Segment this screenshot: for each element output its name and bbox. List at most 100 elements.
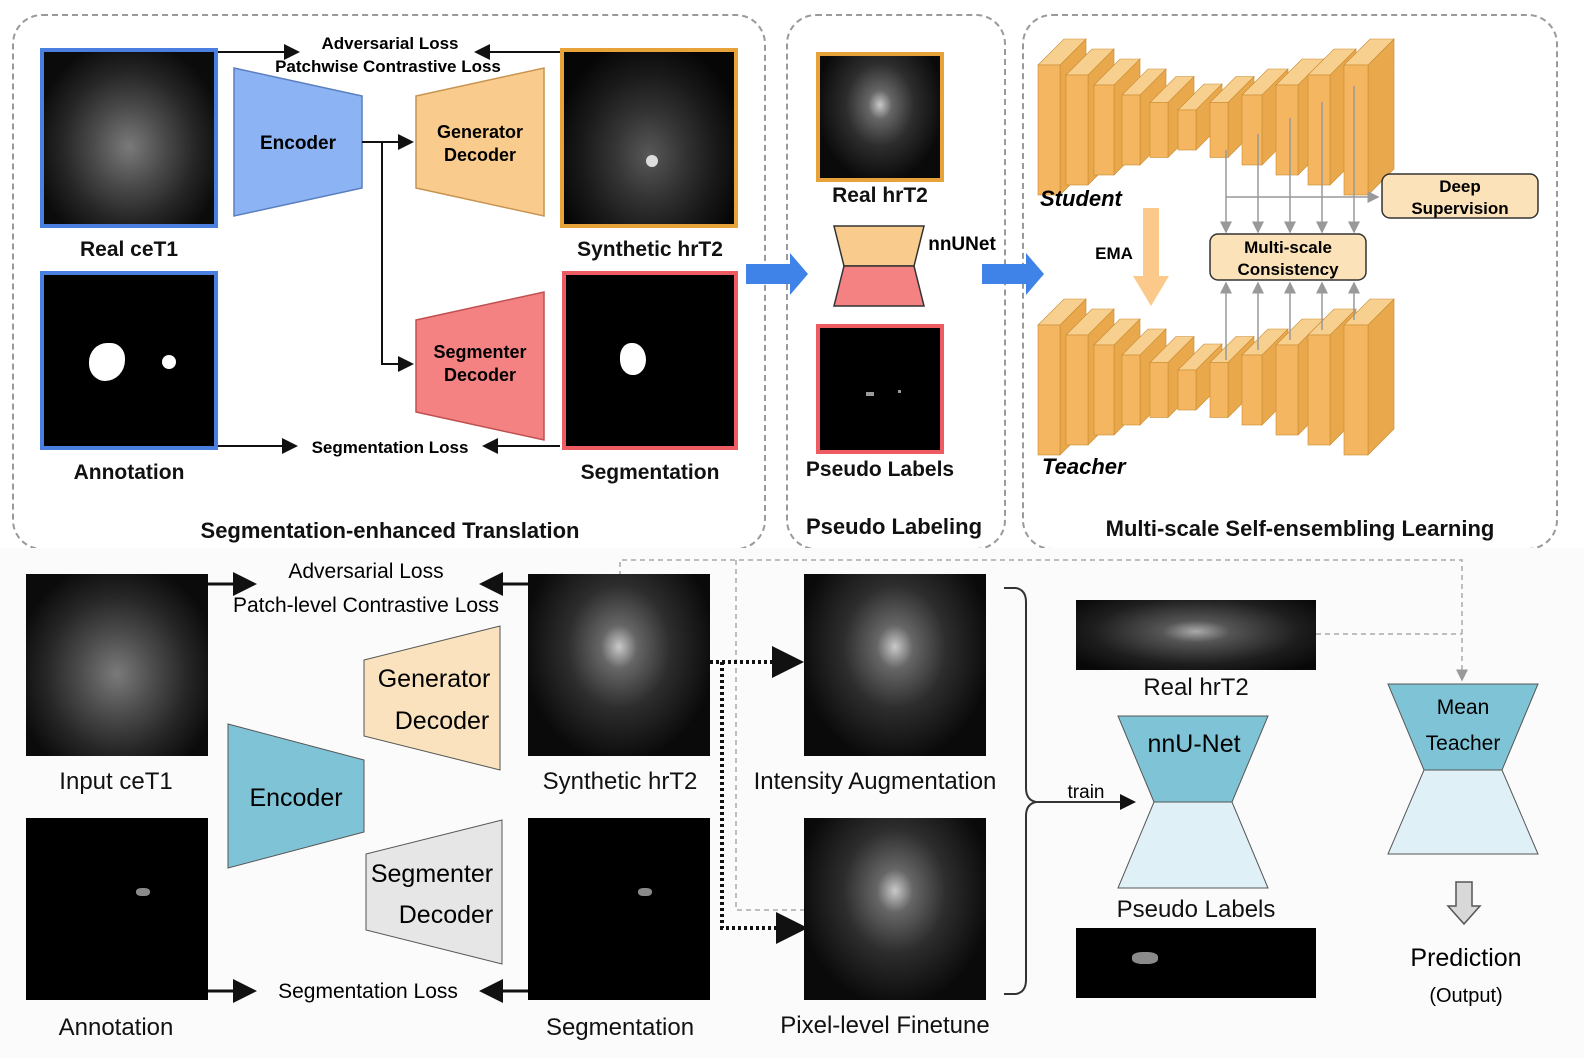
- panel2-title: Pseudo Labeling: [805, 514, 983, 539]
- pseudo-labels-bottom-image: [1076, 928, 1316, 998]
- teacher-block-side: [1367, 298, 1395, 456]
- segmenter-decoder-bottom-label-2: Decoder: [399, 901, 494, 929]
- panel3-title: Multi-scale Self-ensembling Learning: [1105, 516, 1495, 541]
- nnunet-bottom-label: nnU-Net: [1147, 730, 1240, 758]
- teacher-unet: [1037, 298, 1395, 456]
- segmentation-top-image: [562, 271, 738, 450]
- teacher-block-front: [1343, 324, 1369, 456]
- student-block-front: [1149, 102, 1169, 158]
- real-hrt2-top-image: [816, 52, 944, 182]
- patch-level-loss-bottom: Patch-level Contrastive Loss: [233, 594, 499, 617]
- student-block-front: [1307, 74, 1331, 186]
- teacher-block-front: [1241, 354, 1263, 426]
- segmenter-decoder-top-label-1: Segmenter: [433, 342, 526, 362]
- nnunet-top-lower: [833, 265, 925, 307]
- intensity-augmentation-label: Intensity Augmentation: [753, 768, 997, 795]
- ema-label: EMA: [1095, 244, 1133, 263]
- generator-decoder-top-shape: [415, 67, 545, 217]
- ema-arrow: [1133, 208, 1169, 306]
- student-block-front: [1241, 94, 1263, 166]
- generator-decoder-bottom-label-2: Decoder: [395, 707, 490, 735]
- teacher-block-front: [1177, 369, 1197, 411]
- flow-arrow-2: [982, 253, 1044, 295]
- pixel-level-finetune-image: [804, 818, 986, 1000]
- mean-teacher-label-2: Teacher: [1426, 732, 1501, 755]
- generator-decoder-bottom-label-1: Generator: [378, 665, 491, 693]
- encoder-bottom-label: Encoder: [249, 784, 342, 812]
- student-block-front: [1037, 64, 1061, 196]
- annotation-bottom-image: [26, 818, 208, 1000]
- ds-label-1: Deep: [1439, 177, 1481, 196]
- real-hrt2-bottom-image: [1076, 600, 1316, 670]
- intensity-augmentation-image: [804, 574, 986, 756]
- teacher-block-front: [1275, 344, 1299, 436]
- encoder-bottom-shape: [227, 723, 365, 869]
- segmenter-decoder-top-label-2: Decoder: [444, 365, 516, 385]
- mean-teacher-label-1: Mean: [1437, 696, 1490, 719]
- annotation-label: Annotation: [73, 461, 185, 484]
- real-cet1-label: Real ceT1: [79, 238, 179, 261]
- nnunet-top-label: nnUNet: [928, 234, 996, 255]
- teacher-block-front: [1093, 344, 1115, 436]
- teacher-block-front: [1037, 324, 1061, 456]
- ds-label-2: Supervision: [1411, 199, 1508, 218]
- teacher-block-front: [1307, 334, 1331, 446]
- synthetic-hrt2-bottom-image: [528, 574, 710, 756]
- teacher-block-front: [1121, 354, 1141, 426]
- mean-teacher-lower: [1387, 769, 1539, 855]
- deep-supervision-box: [1381, 173, 1539, 219]
- input-cet1-image: [26, 574, 208, 756]
- student-block-front: [1065, 74, 1089, 186]
- real-cet1-image: [40, 48, 218, 228]
- msc-label-2: Consistency: [1237, 260, 1339, 279]
- adversarial-loss-bottom: Adversarial Loss: [288, 560, 443, 583]
- output-label: (Output): [1429, 985, 1502, 1007]
- teacher-block-front: [1065, 334, 1089, 446]
- student-block-front: [1121, 94, 1141, 166]
- annotation-image: [40, 271, 218, 450]
- flow-arrow-1: [746, 253, 808, 295]
- patchwise-loss-top: Patchwise Contrastive Loss: [275, 57, 501, 76]
- real-hrt2-label: Real hrT2: [832, 184, 928, 207]
- synthetic-hrt2-bottom-label: Synthetic hrT2: [542, 768, 698, 795]
- segmentation-bottom-label: Segmentation: [545, 1014, 695, 1041]
- nnunet-top-upper: [833, 225, 925, 267]
- synthetic-hrt2-label: Synthetic hrT2: [577, 238, 723, 261]
- generator-decoder-top-label-2: Decoder: [444, 145, 516, 165]
- student-block-front: [1093, 84, 1115, 176]
- student-block-front: [1209, 102, 1229, 158]
- teacher-block-front: [1209, 362, 1229, 418]
- student-block-side: [1367, 38, 1395, 196]
- student-block-front: [1343, 64, 1369, 196]
- pseudo-labels-label: Pseudo Labels: [805, 458, 955, 481]
- student-unet: [1037, 38, 1395, 196]
- pseudo-labels-top-image: [816, 324, 944, 454]
- generator-decoder-bottom-shape: [363, 625, 501, 771]
- panel1-title: Segmentation-enhanced Translation: [200, 518, 580, 543]
- segmentation-loss-top: Segmentation Loss: [312, 438, 469, 457]
- segmentation-bottom-image: [528, 818, 710, 1000]
- segmenter-decoder-bottom-label-1: Segmenter: [371, 860, 493, 888]
- adversarial-loss-top: Adversarial Loss: [321, 34, 458, 53]
- annotation-bottom-label: Annotation: [58, 1014, 174, 1041]
- train-label: train: [1068, 782, 1105, 803]
- segmentation-loss-bottom: Segmentation Loss: [278, 980, 458, 1003]
- student-block-front: [1275, 84, 1299, 176]
- multi-scale-consistency-box: [1209, 233, 1367, 281]
- pixel-level-finetune-label: Pixel-level Finetune: [780, 1012, 990, 1039]
- input-cet1-label: Input ceT1: [59, 768, 173, 795]
- student-block-front: [1177, 109, 1197, 151]
- prediction-arrow: [1446, 881, 1482, 926]
- segmenter-decoder-bottom-shape: [365, 819, 503, 965]
- real-hrt2-bottom-label: Real hrT2: [1143, 674, 1249, 701]
- segmentation-label: Segmentation: [580, 461, 720, 484]
- encoder-top-shape: [233, 67, 363, 217]
- teacher-block-front: [1149, 362, 1169, 418]
- generator-decoder-top-label-1: Generator: [437, 122, 523, 142]
- synthetic-hrt2-top-image: [560, 48, 738, 228]
- prediction-label: Prediction: [1410, 944, 1521, 972]
- pseudo-labels-bottom-label: Pseudo Labels: [1116, 896, 1276, 923]
- teacher-label: Teacher: [1042, 454, 1127, 479]
- nnunet-bottom-lower: [1117, 801, 1269, 889]
